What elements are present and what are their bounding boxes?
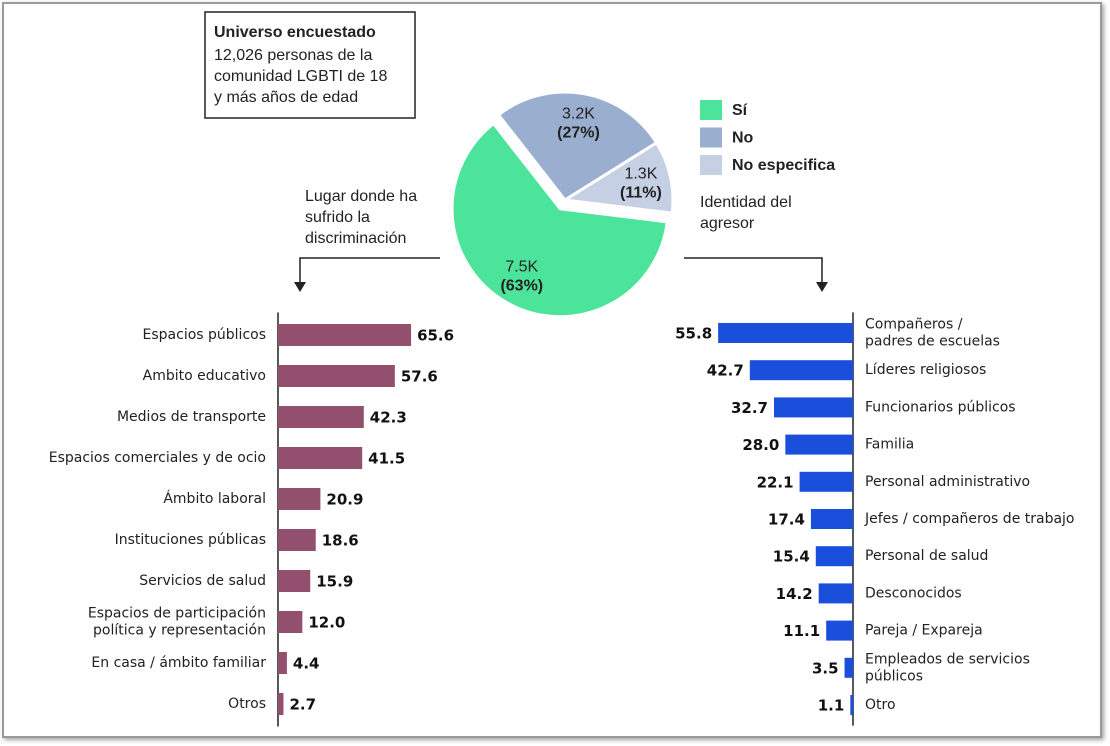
category-label: Jefes / compañeros de trabajo bbox=[864, 511, 1075, 527]
category-label: Instituciones públicas bbox=[115, 532, 266, 548]
bar bbox=[785, 434, 853, 455]
category-label: Medios de transporte bbox=[117, 409, 266, 425]
category-label: Familia bbox=[865, 437, 914, 453]
bar bbox=[773, 397, 853, 418]
bar-value-label: 22.1 bbox=[757, 473, 794, 491]
bar bbox=[278, 488, 321, 510]
slice-percent-label: (63%) bbox=[500, 278, 543, 295]
bar bbox=[826, 620, 853, 641]
category-label: Ambito educativo bbox=[143, 368, 266, 384]
category-label: Líderes religiosos bbox=[865, 362, 986, 378]
bar-value-label: 55.8 bbox=[675, 325, 712, 343]
info-title: Universo encuestado bbox=[214, 24, 376, 41]
bar-value-label: 41.5 bbox=[368, 450, 405, 468]
slice-value-label: 3.2K bbox=[562, 106, 595, 123]
bar-value-label: 42.3 bbox=[370, 409, 407, 427]
arrow bbox=[684, 257, 823, 284]
category-label: Pareja / Expareja bbox=[865, 623, 983, 639]
bar-value-label: 42.7 bbox=[707, 362, 744, 380]
bar-value-label: 28.0 bbox=[742, 436, 779, 454]
category-label: Desconocidos bbox=[865, 585, 962, 601]
category-label: En casa / ámbito familiar bbox=[91, 655, 266, 671]
bar-value-label: 11.1 bbox=[783, 622, 820, 640]
category-label: Compañeros / padres de escuelas bbox=[865, 317, 1000, 350]
pie-slice bbox=[496, 90, 659, 202]
bar-value-label: 65.6 bbox=[417, 327, 454, 345]
bar bbox=[799, 471, 853, 492]
bar bbox=[810, 509, 853, 529]
bar bbox=[818, 583, 853, 604]
info-box bbox=[204, 11, 416, 119]
bar-value-label: 15.4 bbox=[773, 548, 810, 566]
category-label: Espacios de participación política y repr… bbox=[88, 606, 266, 639]
bar bbox=[844, 657, 853, 678]
bar bbox=[278, 365, 395, 387]
bar bbox=[278, 570, 311, 592]
bar-value-label: 1.1 bbox=[818, 697, 845, 715]
bar bbox=[718, 323, 853, 343]
bar bbox=[850, 695, 853, 715]
legend-label: Sí bbox=[732, 102, 748, 119]
category-label: Personal administrativo bbox=[865, 474, 1030, 490]
category-label: Personal de salud bbox=[865, 548, 988, 564]
bar-value-label: 20.9 bbox=[326, 491, 363, 509]
category-label: Funcionarios públicos bbox=[865, 399, 1016, 415]
category-label: Otros bbox=[228, 696, 266, 712]
bar bbox=[278, 447, 363, 469]
bar-value-label: 14.2 bbox=[776, 585, 813, 603]
bar-value-label: 17.4 bbox=[768, 511, 805, 529]
bar-value-label: 32.7 bbox=[731, 399, 768, 417]
bar bbox=[278, 529, 316, 551]
legend-label: No especifica bbox=[732, 157, 835, 174]
bar bbox=[278, 652, 287, 674]
arrow bbox=[299, 257, 440, 284]
category-label: Ámbito laboral bbox=[163, 490, 266, 507]
pie-slice bbox=[560, 140, 675, 215]
slice-value-label: 7.5K bbox=[505, 259, 538, 276]
right-title: Identidad del agresor bbox=[700, 194, 792, 232]
legend-label: No bbox=[732, 130, 754, 147]
left-title: Lugar donde ha sufrido la discriminación bbox=[305, 188, 417, 247]
bar-value-label: 57.6 bbox=[401, 368, 438, 386]
bar-value-label: 15.9 bbox=[316, 573, 353, 591]
arrow-head bbox=[294, 282, 306, 292]
category-label: Empleados de servicios públicos bbox=[865, 651, 1030, 684]
arrow-head bbox=[816, 282, 828, 292]
bar-value-label: 4.4 bbox=[293, 655, 320, 673]
slice-value-label: 1.3K bbox=[624, 165, 657, 182]
slice-percent-label: (11%) bbox=[620, 184, 662, 201]
bar-value-label: 3.5 bbox=[812, 659, 839, 677]
category-label: Espacios comerciales y de ocio bbox=[49, 450, 266, 466]
pie-slice bbox=[450, 121, 669, 319]
bar bbox=[749, 360, 853, 381]
info-text: 12,026 personas de la comunidad LGBTI de … bbox=[214, 47, 388, 106]
bar bbox=[278, 406, 364, 428]
legend-swatch bbox=[700, 100, 722, 120]
category-label: Espacios públicos bbox=[143, 327, 266, 343]
legend-swatch bbox=[700, 155, 722, 175]
legend-swatch bbox=[700, 127, 722, 148]
bar-value-label: 2.7 bbox=[289, 696, 316, 714]
category-label: Servicios de salud bbox=[139, 573, 266, 589]
bar bbox=[278, 611, 303, 633]
bar bbox=[278, 324, 412, 346]
slice-percent-label: (27%) bbox=[557, 125, 600, 142]
category-label: Otro bbox=[865, 697, 896, 713]
bar bbox=[278, 693, 284, 715]
bar-value-label: 12.0 bbox=[308, 614, 345, 632]
bar bbox=[815, 546, 853, 567]
bar-value-label: 18.6 bbox=[322, 532, 359, 550]
